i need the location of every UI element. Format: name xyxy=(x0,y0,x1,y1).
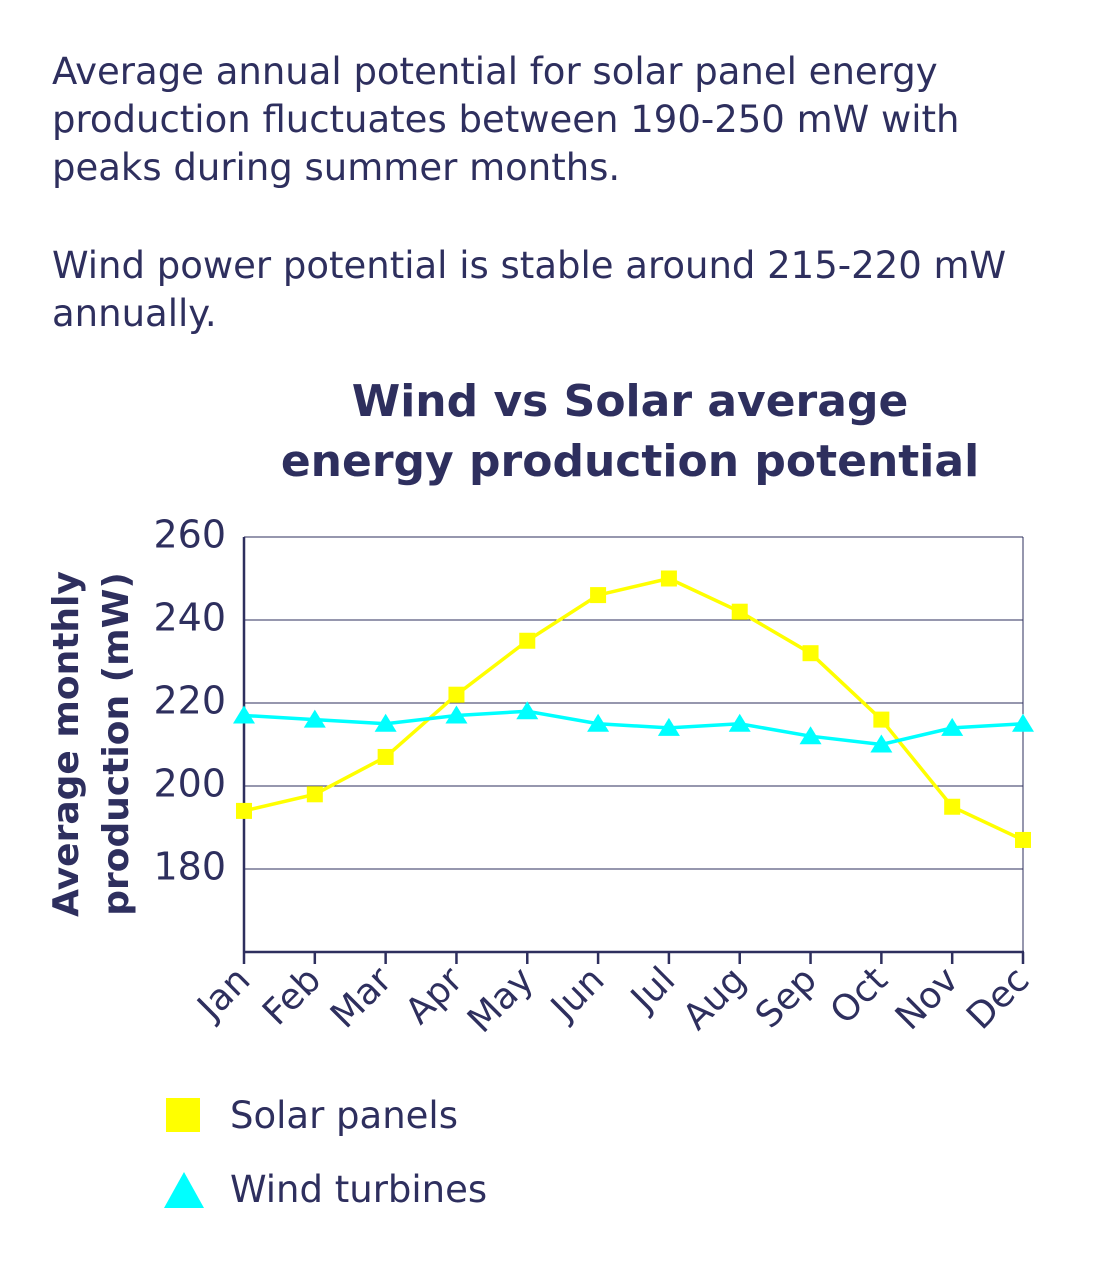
series-layer xyxy=(233,570,1034,848)
x-tick-label-jan: Jan xyxy=(189,959,259,1029)
solar-panels-point-dec xyxy=(1015,831,1031,848)
y-axis-label: Average monthly production (mW) xyxy=(46,571,137,917)
solar-panels-point-feb xyxy=(306,786,323,803)
wind-turbines-point-oct xyxy=(870,734,893,753)
wind-turbines-point-aug xyxy=(728,713,751,732)
intro-paragraph-wind: Wind power potential is stable around 21… xyxy=(52,244,1007,335)
intro-paragraph-solar: Average annual potential for solar panel… xyxy=(52,50,960,189)
x-tick-label-may: May xyxy=(460,959,542,1041)
solar-panels-point-may xyxy=(519,632,536,649)
legend-label-wind: Wind turbines xyxy=(230,1168,488,1211)
solar-panels-point-jul xyxy=(660,570,677,587)
x-tick-label-mar: Mar xyxy=(323,959,400,1036)
wind-turbines-point-apr xyxy=(445,705,468,724)
x-tick-label-aug: Aug xyxy=(675,959,754,1038)
x-tick-label-dec: Dec xyxy=(959,959,1037,1037)
y-tick-label-200: 200 xyxy=(153,762,226,806)
intro-text: Average annual potential for solar panel… xyxy=(52,48,1062,338)
solar-panels-point-oct xyxy=(873,711,890,728)
x-tick-label-jun: Jun xyxy=(542,959,612,1029)
y-axis-label-line-1: Average monthly xyxy=(46,571,87,917)
solar-panels-point-jun xyxy=(590,587,607,604)
solar-panels-point-sep xyxy=(802,645,819,662)
x-tick-label-apr: Apr xyxy=(398,959,471,1032)
wind-turbines-point-jul xyxy=(657,717,680,736)
y-tick-labels: 180 200 220 240 260 xyxy=(153,513,226,889)
grid-layer xyxy=(244,536,1024,952)
y-axis-label-line-2: production (mW) xyxy=(96,572,137,916)
x-tick-label-jul: Jul xyxy=(622,959,683,1020)
x-tick-label-nov: Nov xyxy=(888,959,967,1038)
solar-panels-point-jan xyxy=(236,802,252,819)
x-tick-label-feb: Feb xyxy=(255,959,329,1033)
x-tick-label-sep: Sep xyxy=(748,959,825,1036)
wind-turbines-point-jan xyxy=(233,705,255,724)
wind-turbines-point-may xyxy=(516,701,539,720)
axis-layer xyxy=(242,537,1025,964)
y-tick-label-260: 260 xyxy=(153,513,226,557)
solar-panels-point-aug xyxy=(731,603,748,620)
legend-label-solar: Solar panels xyxy=(230,1094,458,1137)
solar-panels-line xyxy=(243,576,1024,842)
chart-title-line-2: energy production potential xyxy=(280,436,980,487)
wind-turbines-point-feb xyxy=(303,709,326,728)
x-tick-label-oct: Oct xyxy=(823,959,896,1032)
y-tick-label-180: 180 xyxy=(153,845,226,889)
wind-turbines-line xyxy=(243,709,1024,747)
chart-title-line-1: Wind vs Solar average xyxy=(351,376,909,427)
solar-square-marker-icon xyxy=(166,1098,200,1132)
wind-turbines-point-jun xyxy=(587,713,610,732)
solar-panels-point-mar xyxy=(377,748,394,765)
chart-title: Wind vs Solar average energy production … xyxy=(210,372,1050,492)
y-tick-label-220: 220 xyxy=(153,679,226,723)
y-tick-label-240: 240 xyxy=(153,596,226,640)
solar-panels-point-apr xyxy=(448,686,465,703)
wind-turbines-point-sep xyxy=(799,726,822,745)
wind-turbines-point-mar xyxy=(374,713,397,732)
wind-triangle-marker-icon xyxy=(164,1172,204,1208)
wind-turbines-point-dec xyxy=(1012,713,1034,732)
solar-panels-point-nov xyxy=(944,798,961,815)
wind-turbines-point-nov xyxy=(941,717,964,736)
